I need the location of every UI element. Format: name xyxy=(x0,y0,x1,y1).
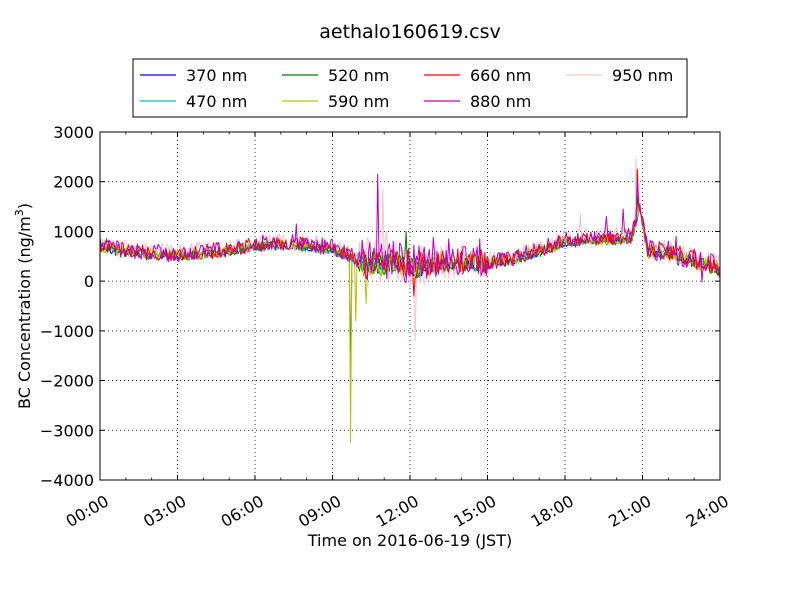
x-axis-label: Time on 2016-06-19 (JST) xyxy=(307,531,512,550)
y-axis-label: BC Concentration (ng/m3) xyxy=(13,203,34,409)
legend-label: 880 nm xyxy=(470,92,531,111)
series-lines xyxy=(99,158,721,444)
legend-label: 660 nm xyxy=(470,66,531,85)
y-axis-label-close: ) xyxy=(15,203,34,209)
legend-label: 590 nm xyxy=(328,92,389,111)
legend-label: 520 nm xyxy=(328,66,389,85)
legend: 370 nm 470 nm 520 nm 590 nm 660 nm 880 nm 950 … xyxy=(132,58,688,118)
y-tick-label: −3000 xyxy=(40,421,94,440)
y-tick-label: 0 xyxy=(84,272,94,291)
y-tick-label: 2000 xyxy=(53,173,94,192)
legend-label: 470 nm xyxy=(186,92,247,111)
y-tick-label: 1000 xyxy=(53,222,94,241)
y-tick-label: −4000 xyxy=(40,471,94,490)
axis-ticks xyxy=(99,131,721,481)
legend-label: 370 nm xyxy=(186,66,247,85)
y-tick-labels: 3000 2000 1000 0 −1000 −2000 −3000 −4000 xyxy=(40,123,94,490)
y-tick-label: −1000 xyxy=(40,322,94,341)
y-tick-label: 3000 xyxy=(53,123,94,142)
y-axis-label-text: BC Concentration (ng/m xyxy=(15,216,34,409)
y-axis-label-superscript: 3 xyxy=(13,209,26,216)
legend-frame xyxy=(132,58,688,118)
series-line-880-nm xyxy=(99,173,721,284)
plot-area xyxy=(99,131,721,481)
y-tick-label: −2000 xyxy=(40,372,94,391)
plot-background xyxy=(100,132,720,480)
chart-title: aethalo160619.csv xyxy=(319,21,501,43)
legend-label: 950 nm xyxy=(612,66,673,85)
